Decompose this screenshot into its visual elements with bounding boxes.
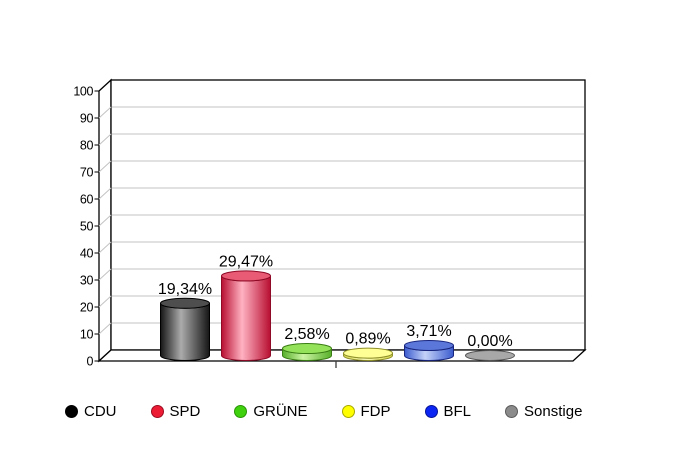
legend-dot-gr-ne [234,404,248,418]
cylinder-top-gr-ne [282,343,332,355]
cylinder-body-cdu [160,303,210,361]
gridline-wall-stub [98,214,112,227]
gridline-wall-stub [98,160,112,173]
y-axis-label: 10 [80,327,94,341]
value-label-sonstige: 0,00% [467,333,512,350]
y-axis-label: 80 [80,138,94,152]
cylinder-body-spd [221,275,271,361]
value-label-fdp: 0,89% [345,331,390,348]
legend: CDU SPD GRÜNE FDP BFL Sonstige [65,402,582,420]
legend-dot-fdp [341,404,355,418]
legend-dot-cdu [65,404,78,418]
legend-dot-spd [150,404,164,418]
legend-label-fdp: FDP [360,402,391,420]
legend-label-gr-ne: GRÜNE [253,402,308,420]
legend-label-cdu: CDU [84,402,117,420]
cylinder-flat-sonstige [465,350,515,361]
gridline-wall-stub [98,295,112,308]
legend-dot-sonstige [505,404,519,418]
y-axis-label: 50 [80,219,94,233]
legend-dot-bfl [424,404,438,418]
y-axis-label: 40 [80,246,94,260]
y-axis-label: 30 [80,273,94,287]
legend-item-gr-ne: GRÜNE [234,402,308,420]
legend-item-cdu: CDU [65,403,117,420]
gridline-wall-stub [98,241,112,254]
legend-item-bfl: BFL [424,402,472,420]
value-label-gr-ne: 2,58% [284,326,329,343]
y-axis-label: 0 [86,354,93,368]
y-axis-label: 60 [80,192,94,206]
value-label-spd: 29,47% [219,253,273,270]
cylinder-top-spd [221,270,271,282]
legend-label-bfl: BFL [443,402,472,420]
gridline-wall-stub [98,106,112,119]
y-axis-label: 90 [80,111,94,125]
y-axis-label: 100 [73,84,93,98]
gridline-wall-stub [98,187,112,200]
cylinder-top-bfl [404,339,454,351]
y-axis-label: 20 [80,300,94,314]
cylinder-top-cdu [160,297,210,309]
y-axis-label: 70 [80,165,94,179]
value-label-cdu: 19,34% [158,281,212,298]
legend-item-fdp: FDP [341,402,391,420]
legend-label-sonstige: Sonstige [524,402,583,420]
cylinder-top-fdp [343,347,393,359]
gridline-wall-stub [98,268,112,281]
legend-item-sonstige: Sonstige [505,403,582,420]
gridline-wall-stub [98,322,112,335]
legend-label-spd: SPD [169,402,201,420]
gridline-wall-stub [98,133,112,146]
legend-item-spd: SPD [150,402,201,420]
value-label-bfl: 3,71% [406,323,451,340]
